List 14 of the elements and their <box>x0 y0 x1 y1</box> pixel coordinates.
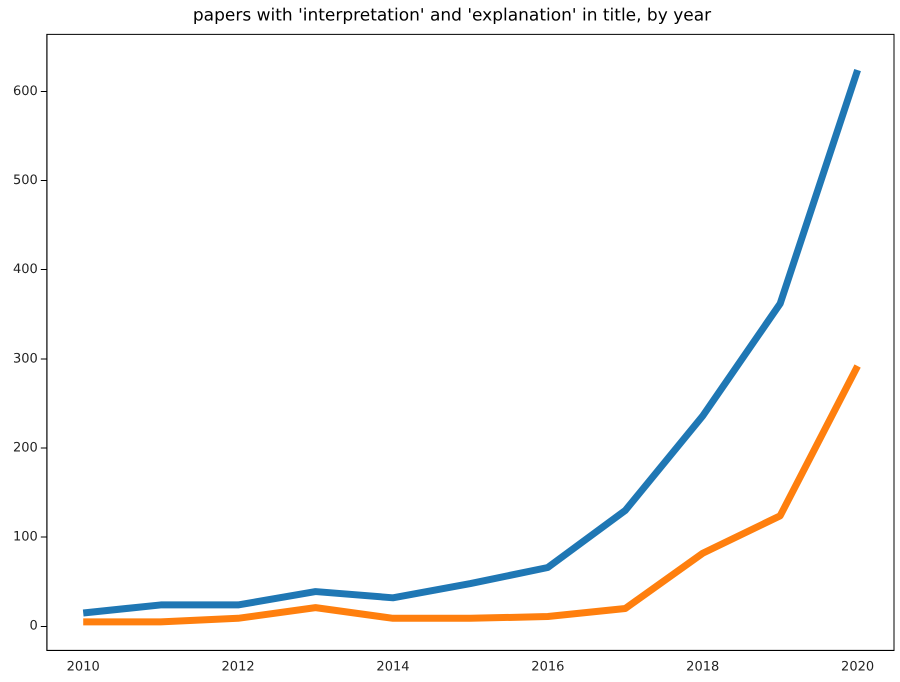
x-tick-label: 2014 <box>376 660 410 675</box>
x-tick-label: 2016 <box>531 660 564 675</box>
y-tick-label: 300 <box>12 351 38 366</box>
y-tick-label: 100 <box>12 530 38 545</box>
y-tick-label: 0 <box>30 618 38 634</box>
x-tick-label: 2010 <box>66 660 100 675</box>
y-tick-label: 400 <box>12 262 38 278</box>
x-tick-label: 2020 <box>841 660 874 675</box>
y-tick-label: 600 <box>12 84 38 99</box>
y-tick-label: 200 <box>12 440 38 456</box>
x-tick-label: 2012 <box>222 660 255 675</box>
x-tick-label: 2018 <box>686 660 720 675</box>
y-tick-label: 500 <box>12 172 38 188</box>
chart-title: papers with 'interpretation' and 'explanation' in title, by year <box>192 6 712 26</box>
